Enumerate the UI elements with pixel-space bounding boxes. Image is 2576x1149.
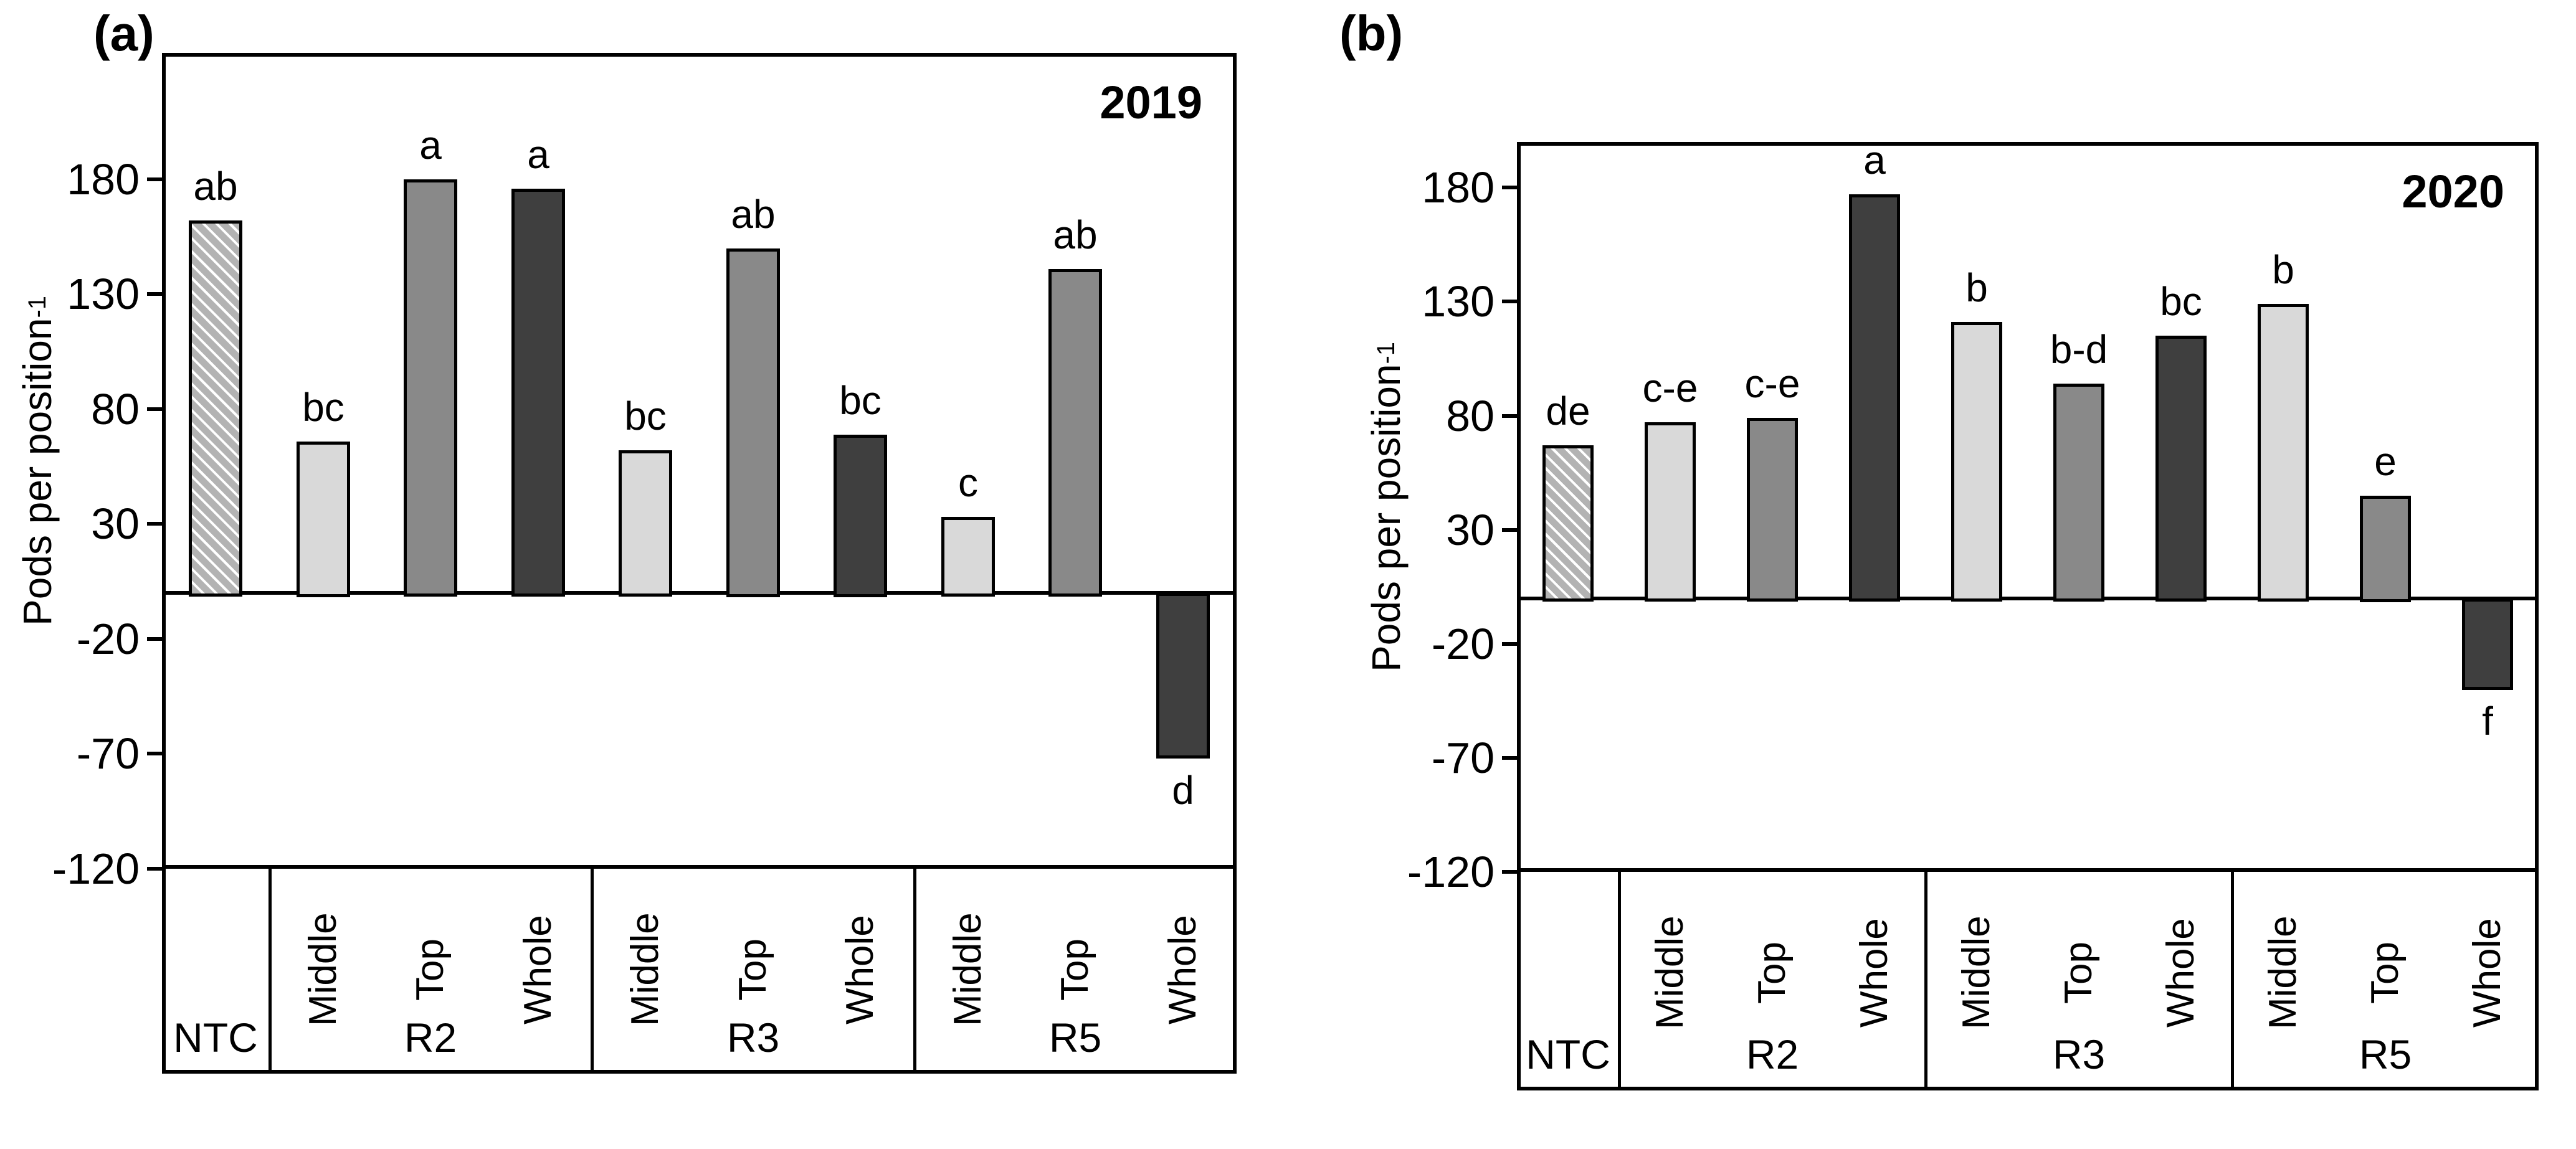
x-group-label-ntc: NTC — [1526, 1031, 1610, 1077]
y-tick-mark — [147, 636, 162, 641]
bar-r2-middle — [297, 442, 350, 597]
category-area-bottom-line — [162, 1070, 1237, 1074]
bar-r3-middle — [1951, 322, 2002, 602]
panel-a-year-title: 2019 — [1100, 77, 1202, 128]
y-tick-label: -70 — [76, 729, 140, 778]
bar-ntc — [1542, 445, 1594, 602]
group-divider — [1924, 872, 1927, 1087]
y-tick-label: -20 — [76, 614, 140, 663]
bar-r3-top — [726, 248, 780, 597]
y-tick-mark — [147, 177, 162, 181]
y-tick-label: -120 — [52, 844, 140, 893]
bar-r5-whole — [2462, 598, 2513, 690]
y-tick-mark — [1502, 300, 1517, 304]
y-tick-mark — [1502, 641, 1517, 646]
sig-letter-r5-whole: d — [1172, 768, 1194, 813]
y-tick-mark — [147, 292, 162, 296]
y-tick-label: -20 — [1431, 619, 1495, 668]
bar-r2-middle — [1645, 422, 1696, 602]
y-tick-label: 180 — [1422, 163, 1495, 212]
bar-r3-whole — [2155, 336, 2207, 602]
bar-r2-top — [404, 179, 457, 597]
bar-r5-whole — [1156, 593, 1210, 759]
sig-letter-ntc: ab — [193, 164, 238, 209]
bar-r2-whole — [511, 189, 565, 597]
y-tick-label: 180 — [67, 154, 140, 204]
y-tick-mark — [147, 867, 162, 871]
zero-baseline — [162, 591, 1237, 595]
x-group-label-r3: R3 — [2052, 1031, 2106, 1077]
sig-letter-r3-whole: bc — [839, 378, 882, 423]
y-tick-mark — [1502, 755, 1517, 760]
sig-letter-r5-top: e — [2374, 439, 2397, 484]
sig-letter-r3-whole: bc — [2160, 279, 2202, 324]
sig-letter-r3-middle: b — [1965, 265, 1988, 310]
sig-letter-r2-whole: a — [1863, 138, 1886, 182]
sig-letter-r5-middle: c — [958, 460, 978, 505]
sig-letter-r2-middle: c-e — [1642, 366, 1698, 410]
bar-r2-whole — [1849, 194, 1900, 602]
bar-r5-middle — [2258, 304, 2309, 602]
panel-b-label: (b) — [1339, 6, 1404, 61]
plot-box — [162, 53, 1237, 869]
y-tick-label: 80 — [1446, 391, 1495, 440]
sig-letter-r3-middle: bc — [624, 394, 667, 438]
y-tick-mark — [1502, 527, 1517, 532]
bar-r5-middle — [941, 517, 995, 597]
y-tick-mark — [147, 752, 162, 756]
bar-r3-top — [2053, 384, 2104, 602]
zero-baseline — [1517, 596, 2539, 600]
bar-r5-top — [1048, 269, 1102, 597]
group-divider — [913, 869, 916, 1070]
y-tick-mark — [147, 407, 162, 411]
y-tick-label: -70 — [1431, 733, 1495, 782]
sig-letter-r5-middle: b — [2272, 247, 2294, 292]
bar-r3-middle — [619, 450, 672, 597]
sig-letter-r2-whole: a — [527, 132, 549, 177]
sig-letter-r5-top: ab — [1053, 212, 1098, 257]
plot-box — [1517, 142, 2539, 872]
x-group-label-r5: R5 — [2359, 1031, 2412, 1077]
sig-letter-r3-top: b-d — [2050, 327, 2108, 372]
axis-extension-right — [2535, 872, 2539, 1090]
y-tick-label: 30 — [1446, 505, 1495, 554]
y-tick-mark — [147, 522, 162, 526]
y-tick-mark — [1502, 414, 1517, 418]
group-divider — [1618, 872, 1621, 1087]
panel-a-label: (a) — [93, 6, 154, 61]
bar-r5-top — [2360, 496, 2411, 602]
sig-letter-r2-middle: bc — [302, 385, 345, 430]
sig-letter-r5-whole: f — [2482, 699, 2493, 744]
y-tick-label: 80 — [91, 384, 140, 433]
group-divider — [591, 869, 594, 1070]
bar-r3-whole — [834, 435, 887, 597]
x-group-label-ntc: NTC — [173, 1014, 258, 1061]
axis-extension-left — [162, 869, 166, 1074]
y-tick-label: 130 — [1422, 277, 1495, 326]
bar-r2-top — [1747, 418, 1798, 602]
bar-ntc — [189, 220, 242, 597]
panel-b-year-title: 2020 — [2402, 166, 2504, 217]
y-axis-title-text: Pods per position — [15, 318, 60, 626]
y-tick-label: 130 — [67, 270, 140, 319]
y-tick-label: 30 — [91, 499, 140, 549]
x-group-label-r3: R3 — [726, 1014, 780, 1061]
sig-letter-ntc: de — [1546, 389, 1590, 433]
x-group-label-r2: R2 — [404, 1014, 457, 1061]
category-area-bottom-line — [1517, 1087, 2539, 1090]
sig-letter-r3-top: ab — [731, 192, 776, 237]
sig-letter-r2-top: c-e — [1744, 361, 1800, 406]
axis-extension-right — [1233, 869, 1237, 1074]
x-group-label-r2: R2 — [1746, 1031, 1799, 1077]
y-tick-mark — [1502, 186, 1517, 190]
y-tick-label: -120 — [1407, 848, 1495, 896]
axis-extension-left — [1517, 872, 1521, 1090]
y-tick-mark — [1502, 870, 1517, 874]
group-divider — [2231, 872, 2234, 1087]
group-divider — [269, 869, 272, 1070]
sig-letter-r2-top: a — [419, 123, 442, 168]
x-group-label-r5: R5 — [1048, 1014, 1102, 1061]
